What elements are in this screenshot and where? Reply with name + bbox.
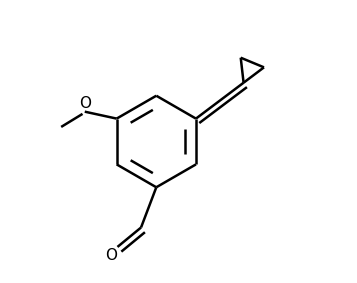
Text: O: O bbox=[105, 248, 117, 263]
Text: O: O bbox=[79, 97, 91, 112]
